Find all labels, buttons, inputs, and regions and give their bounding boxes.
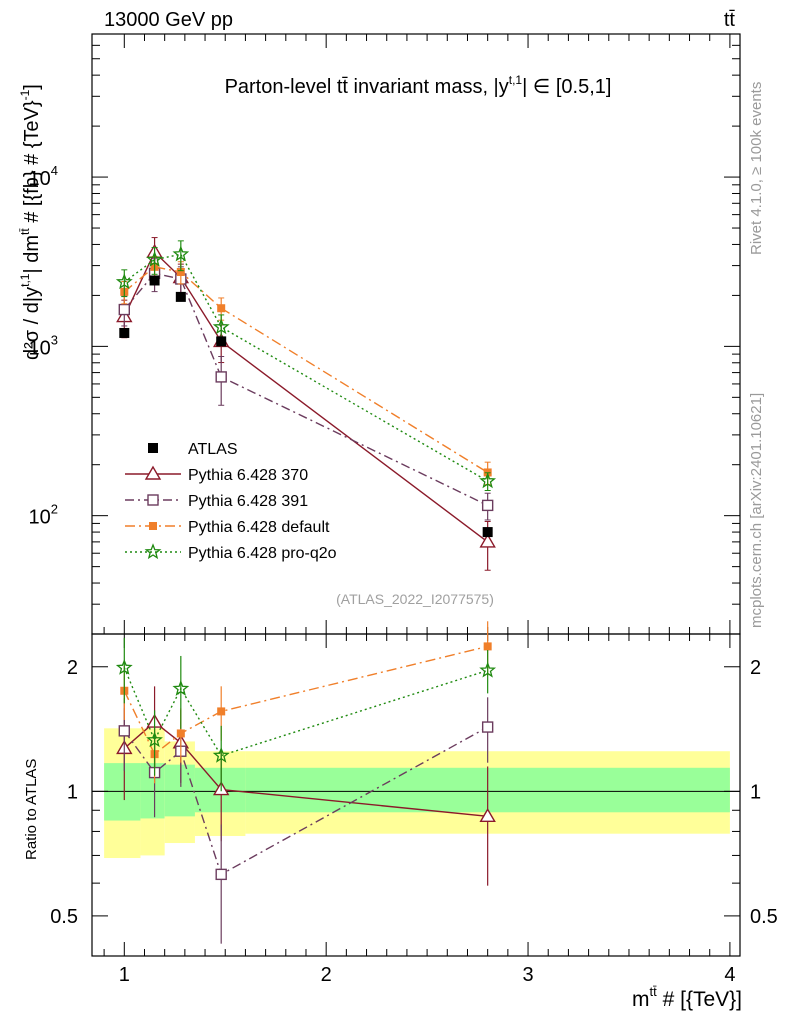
series-pythia-6-428-391-point [215, 371, 227, 383]
process-label: tt̄ [724, 9, 736, 31]
rivet-label: Rivet 4.1.0, ≥ 100k events [748, 82, 765, 255]
series-pythia-6-428-pro-q2o-point [479, 472, 497, 489]
ratio-panel-frame [91, 633, 741, 957]
series-pythia-6-428-default-point [217, 304, 226, 313]
series-pythia-6-428-pro-q2o-ratio-point [115, 658, 133, 675]
legend-marker [144, 543, 162, 560]
series-pythia-6-428-pro-q2o-ratio-point [212, 746, 230, 763]
series-pythia-6-428-pro-q2o-line [123, 253, 489, 482]
series-pythia-6-428-391-ratio-point [118, 725, 130, 737]
ratio-axis-label: Ratio to ATLAS [23, 759, 40, 860]
legend-label: Pythia 6.428 default [188, 519, 330, 536]
legend-marker [149, 522, 157, 530]
atlas-point [119, 327, 130, 338]
series-pythia-6-428-default-point [176, 267, 185, 276]
ratio-y-tick-label: 1 [67, 781, 78, 803]
series-pythia-6-428-pro-q2o-point [146, 250, 163, 267]
x-axis-label: mtt̄ # [{TeV}] [632, 984, 742, 1011]
atlas-point [216, 336, 227, 347]
ratio-y-tick-label-right: 0.5 [750, 906, 778, 928]
series-pythia-6-428-pro-q2o-ratio-point [146, 731, 163, 748]
series-pythia-6-428-391-ratio-point [481, 721, 494, 733]
energy-label: 13000 GeV pp [104, 9, 233, 31]
y-tick-label: 103 [29, 332, 58, 359]
legend-entry-pythia-6-428-pro-q2o: Pythia 6.428 pro-q2o [125, 543, 337, 562]
series-pythia-6-428-391-point [118, 303, 130, 316]
text-layer: 13000 GeV pp tt̄ Parton-level tt̄ invari… [18, 9, 765, 1011]
y-axis-label: d²σ / d|yt,1| dmtt̄ # [{fb} # {TeV}-1] [18, 84, 43, 360]
legend: ATLAS Pythia 6.428 370 Pythia 6.428 391 Pyt… [125, 441, 337, 562]
ratio-y-tick-label-right: 1 [750, 781, 761, 803]
legend-marker-atlas [148, 443, 158, 453]
analysis-tag: (ATLAS_2022_I2077575) [336, 591, 494, 607]
ratio-y-tick-label: 0.5 [50, 906, 78, 928]
chart-title: Parton-level tt̄ invariant mass, |yt,1| … [225, 73, 612, 98]
band-inner-bin-3 [164, 764, 195, 817]
legend-label: ATLAS [188, 441, 238, 458]
series-pythia-6-428-pro-q2o-ratio-point [172, 679, 190, 696]
series-layer [115, 237, 497, 944]
series-pythia-6-428-370-ratio-point [479, 807, 496, 823]
uncertainty-bands [104, 728, 730, 859]
series-pythia-6-428-pro-q2o [115, 240, 497, 792]
atlas-point [482, 527, 493, 538]
mcplots-label: mcplots.cern.ch [arXiv:2401.10621] [748, 393, 765, 628]
legend-entry-pythia-6-428-370: Pythia 6.428 370 [125, 465, 308, 484]
ratio-y-tick-label: 2 [67, 657, 78, 679]
legend-entry-pythia-6-428-391: Pythia 6.428 391 [125, 493, 308, 510]
series-pythia-6-428-pro-q2o-point [212, 318, 230, 335]
y-tick-label: 102 [29, 502, 58, 529]
atlas-point [175, 291, 186, 302]
y-tick-label: 104 [29, 163, 58, 190]
x-tick-label: 2 [321, 964, 332, 986]
series-pythia-6-428-pro-q2o-point [115, 273, 133, 290]
series-pythia-6-428-default-ratio-point [217, 707, 226, 716]
series-pythia-6-428-391-point [481, 499, 494, 512]
legend-entry-atlas: ATLAS [148, 441, 238, 458]
series-pythia-6-428-pro-q2o-ratio-point [479, 661, 497, 678]
legend-label: Pythia 6.428 pro-q2o [188, 545, 337, 562]
series-pythia-6-428-391-ratio-point [215, 868, 227, 881]
legend-marker [144, 465, 162, 480]
x-tick-label: 3 [522, 964, 533, 986]
atlas-point [149, 275, 160, 286]
x-tick-label: 4 [724, 964, 735, 986]
axes-frame: 1 2 3 4 102 103 104 0.5 0.5 1 1 2 2 [29, 33, 778, 986]
legend-label: Pythia 6.428 391 [188, 493, 308, 510]
series-pythia-6-428-default-ratio-point [483, 642, 492, 651]
series-pythia-6-428-default-ratio-point [176, 729, 185, 738]
main-panel-frame [91, 33, 741, 635]
series-atlas [119, 275, 493, 538]
ratio-y-tick-label-right: 2 [750, 657, 761, 679]
series-pythia-6-428-370-point [479, 533, 496, 548]
x-tick-label: 1 [119, 964, 130, 986]
legend-label: Pythia 6.428 370 [188, 467, 308, 484]
legend-marker [147, 494, 159, 506]
legend-entry-pythia-6-428-default: Pythia 6.428 default [125, 519, 330, 536]
series-pythia-6-428-pro-q2o-point [172, 245, 190, 262]
